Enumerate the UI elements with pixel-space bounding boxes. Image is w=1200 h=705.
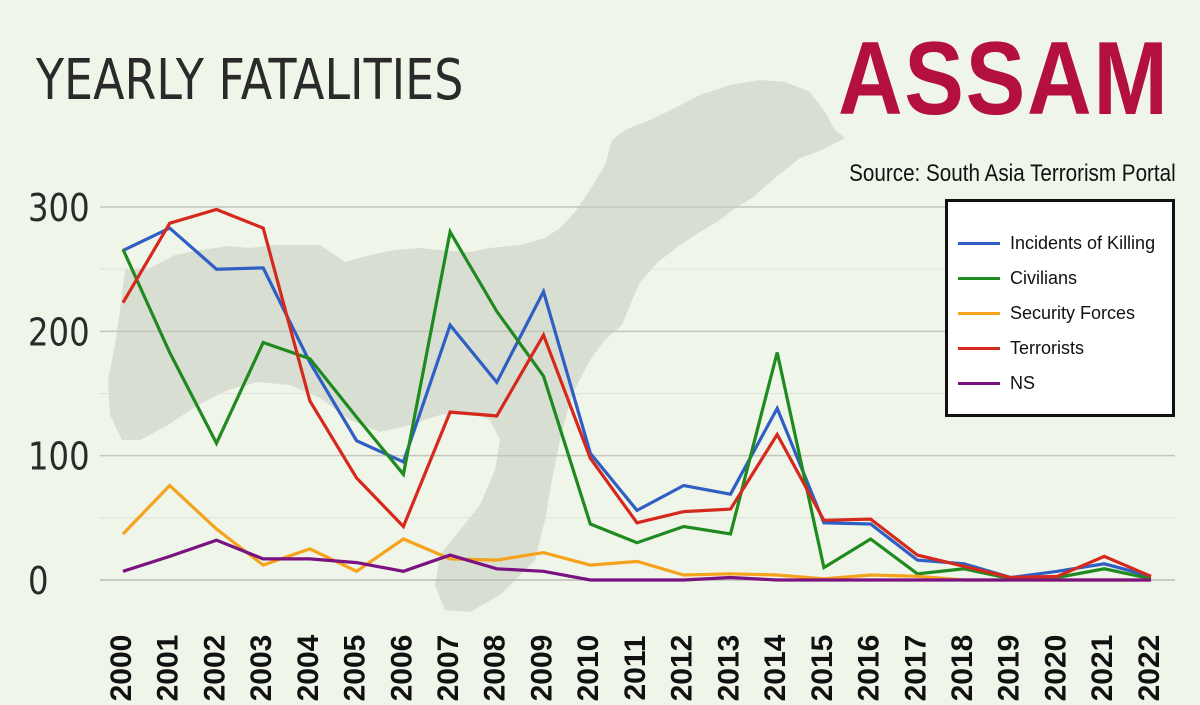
x-tick-label: 2017: [899, 635, 932, 702]
y-tick-label: 0: [28, 560, 49, 604]
series-line-incidents-of-killing: [122, 226, 1152, 580]
x-tick-label: 2009: [525, 635, 558, 702]
x-tick-label: 2004: [292, 634, 325, 701]
x-tick-label: 2008: [479, 635, 512, 702]
x-tick-label: 2014: [759, 634, 792, 701]
x-tick-label: 2010: [572, 635, 605, 702]
x-tick-label: 2018: [946, 635, 979, 702]
y-tick-label: 300: [28, 187, 90, 231]
legend-swatch: [958, 346, 1000, 350]
x-tick-labels: 2000 2001 2002 2003 2004 2005 2006 2007 2008 2009…: [105, 634, 1166, 701]
legend-item: Terrorists: [958, 336, 1084, 360]
legend-swatch: [958, 381, 1000, 385]
x-tick-label: 2000: [105, 635, 138, 702]
x-tick-label: 2001: [152, 635, 185, 702]
legend-item: Security Forces: [958, 301, 1135, 325]
x-tick-label: 2021: [1086, 635, 1119, 702]
x-tick-label: 2016: [853, 635, 886, 702]
legend-label: Terrorists: [1010, 337, 1085, 358]
legend-swatch: [958, 241, 1000, 245]
x-tick-label: 2013: [712, 635, 745, 702]
x-tick-label: 2003: [245, 635, 278, 702]
x-tick-label: 2022: [1133, 635, 1166, 702]
x-tick-label: 2007: [432, 635, 465, 702]
series-line-ns: [122, 538, 1151, 582]
x-tick-label: 2011: [619, 635, 652, 700]
source-note: Source: South Asia Terrorism Portal: [849, 160, 1176, 187]
legend-swatch: [958, 276, 1000, 280]
x-tick-label: 2019: [993, 635, 1026, 702]
chart-title: YEARLY FATALITIES: [36, 48, 464, 113]
series-line-terrorists: [121, 207, 1152, 580]
state-name: ASSAM: [838, 21, 1170, 137]
x-tick-label: 2005: [339, 635, 372, 702]
legend-item: Civilians: [958, 266, 1077, 290]
x-tick-label: 2020: [1039, 635, 1072, 702]
series-line-civilians: [121, 227, 1152, 581]
series-lines: [121, 207, 1152, 582]
legend-item: Incidents of Killing: [958, 231, 1155, 255]
x-tick-label: 2012: [666, 635, 699, 702]
legend-item: NS: [958, 371, 1035, 395]
legend-label: Security Forces: [1010, 302, 1136, 323]
legend-swatch: [958, 311, 1000, 315]
legend: Incidents of Killing Civilians Security …: [945, 199, 1175, 417]
legend-label: Civilians: [1010, 267, 1078, 288]
y-tick-label: 200: [28, 311, 90, 355]
legend-label: Incidents of Killing: [1010, 232, 1156, 253]
y-tick-label: 100: [28, 435, 90, 479]
series-line-security-forces: [121, 483, 1151, 582]
x-tick-label: 2015: [806, 635, 839, 702]
x-tick-label: 2006: [385, 635, 418, 702]
legend-label: NS: [1010, 372, 1036, 393]
y-tick-labels: 0 100 200 300: [28, 187, 90, 604]
x-tick-label: 2002: [198, 635, 231, 702]
map-silhouette: [108, 80, 845, 612]
